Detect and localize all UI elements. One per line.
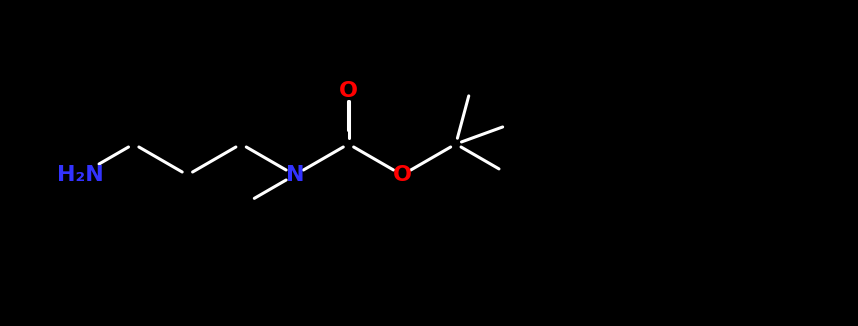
Text: O: O — [339, 81, 358, 101]
Text: N: N — [286, 165, 304, 185]
Text: H₂N: H₂N — [57, 165, 103, 185]
Text: O: O — [393, 165, 412, 185]
